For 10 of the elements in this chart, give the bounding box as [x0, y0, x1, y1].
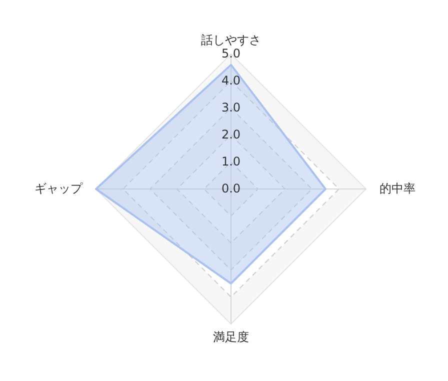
- spoke-label: ギャップ: [34, 181, 84, 196]
- y-tick-label: 4.0: [221, 73, 241, 88]
- spoke-label: 的中率: [380, 181, 416, 196]
- y-tick-label: 3.0: [221, 100, 241, 114]
- spoke-label: 満足度: [213, 330, 249, 344]
- y-tick-label: 2.0: [221, 127, 241, 142]
- spoke-label: 話しやすさ: [201, 32, 261, 47]
- y-tick-label: 5.0: [221, 46, 241, 60]
- y-tick-label: 0.0: [221, 181, 241, 196]
- y-tick-label: 1.0: [221, 154, 241, 168]
